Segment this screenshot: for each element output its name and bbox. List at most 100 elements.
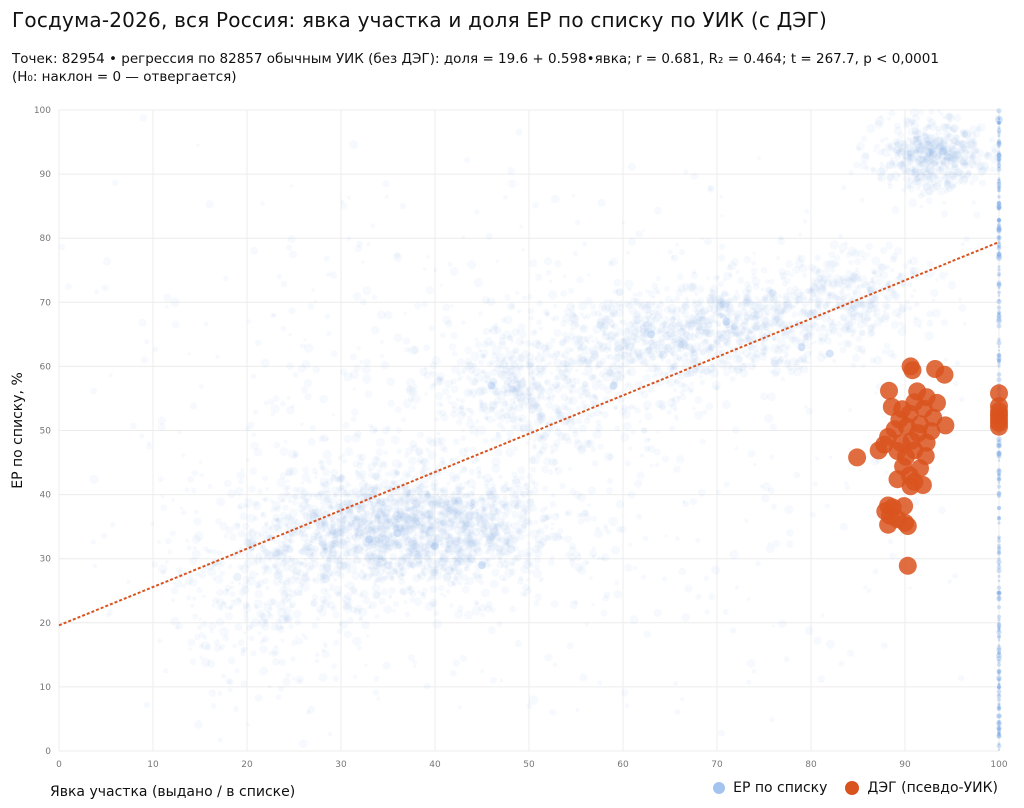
er-point xyxy=(372,529,377,534)
er-point xyxy=(319,496,329,507)
er-point xyxy=(507,179,517,189)
er-point xyxy=(439,592,444,597)
er-point xyxy=(449,492,457,500)
er-point xyxy=(470,351,480,362)
er-point xyxy=(479,494,486,501)
er-point xyxy=(785,260,794,269)
er-point xyxy=(454,496,463,505)
er-point xyxy=(520,340,525,345)
er-point xyxy=(332,585,343,595)
er-point xyxy=(486,490,496,500)
er-point xyxy=(423,344,430,352)
er-point xyxy=(208,689,217,697)
er-point xyxy=(306,543,315,552)
er-point xyxy=(787,367,796,376)
er-point xyxy=(400,503,405,508)
er-point xyxy=(414,553,420,560)
er-point xyxy=(472,486,477,491)
er-point xyxy=(233,597,242,606)
er-point xyxy=(412,519,418,524)
er-point xyxy=(477,518,487,528)
er-point xyxy=(302,466,310,474)
er-point xyxy=(543,524,549,530)
er-point xyxy=(464,157,471,164)
er-point xyxy=(645,320,653,327)
er-point xyxy=(873,143,880,150)
er-point xyxy=(365,502,370,507)
er-point xyxy=(424,550,431,558)
er-point xyxy=(560,402,568,410)
er-point xyxy=(440,563,447,570)
er-point xyxy=(196,586,203,593)
er-point xyxy=(544,378,552,387)
er-point xyxy=(422,463,427,468)
y-tick-label: 30 xyxy=(40,555,52,565)
er-point xyxy=(486,496,491,501)
er-point xyxy=(629,385,634,391)
er-point xyxy=(382,514,386,519)
er-point xyxy=(449,542,457,550)
er-point xyxy=(409,540,419,550)
er-point xyxy=(260,201,265,206)
er-point xyxy=(184,487,190,493)
er-point xyxy=(430,478,439,488)
er-point xyxy=(881,642,888,649)
er-point xyxy=(449,556,457,564)
er-point xyxy=(376,576,381,581)
er-point xyxy=(728,345,732,350)
er-point xyxy=(525,558,533,566)
er-point xyxy=(643,328,648,332)
er-point xyxy=(242,646,248,652)
er-point xyxy=(727,328,732,333)
er-point xyxy=(343,584,347,588)
er-point xyxy=(358,493,364,498)
er-point xyxy=(431,355,441,366)
er-point xyxy=(380,534,390,544)
er-point xyxy=(282,485,289,492)
er-point xyxy=(397,544,403,550)
er-point xyxy=(490,437,495,443)
er-point xyxy=(536,351,542,356)
er-point xyxy=(511,478,522,488)
er-point xyxy=(319,459,326,466)
er-point xyxy=(584,392,592,399)
er-point xyxy=(414,549,420,556)
er-point xyxy=(423,558,429,563)
er-point xyxy=(578,424,587,433)
er-point xyxy=(457,551,464,558)
er-point xyxy=(943,357,948,362)
er-point xyxy=(784,270,791,276)
er-point xyxy=(555,373,563,381)
er-point xyxy=(721,338,729,345)
er-point xyxy=(468,540,476,547)
er-point xyxy=(520,491,528,499)
er-point xyxy=(450,567,455,571)
er-point xyxy=(347,548,357,557)
er-point xyxy=(445,534,451,540)
er-point xyxy=(456,531,461,536)
er-point xyxy=(376,498,381,504)
x-axis-label: Явка участка (выдано / в списке) xyxy=(50,784,295,800)
er-point xyxy=(519,330,527,339)
er-point xyxy=(321,516,328,523)
er-point xyxy=(703,338,709,345)
er-point xyxy=(752,251,756,256)
er-point xyxy=(439,517,448,526)
er-point xyxy=(714,385,720,391)
er-point xyxy=(509,503,513,508)
er-point xyxy=(388,561,392,566)
er-point xyxy=(495,431,500,436)
er-point xyxy=(193,517,202,526)
er-point xyxy=(428,439,437,447)
er-point xyxy=(713,331,719,338)
er-point xyxy=(393,569,399,575)
er-point xyxy=(428,575,435,582)
er-point xyxy=(614,425,621,432)
er-point xyxy=(449,476,457,483)
er-point xyxy=(716,336,722,342)
er-point xyxy=(180,506,184,510)
er-point xyxy=(286,598,292,604)
er-point xyxy=(446,481,451,486)
er-point xyxy=(455,544,463,553)
